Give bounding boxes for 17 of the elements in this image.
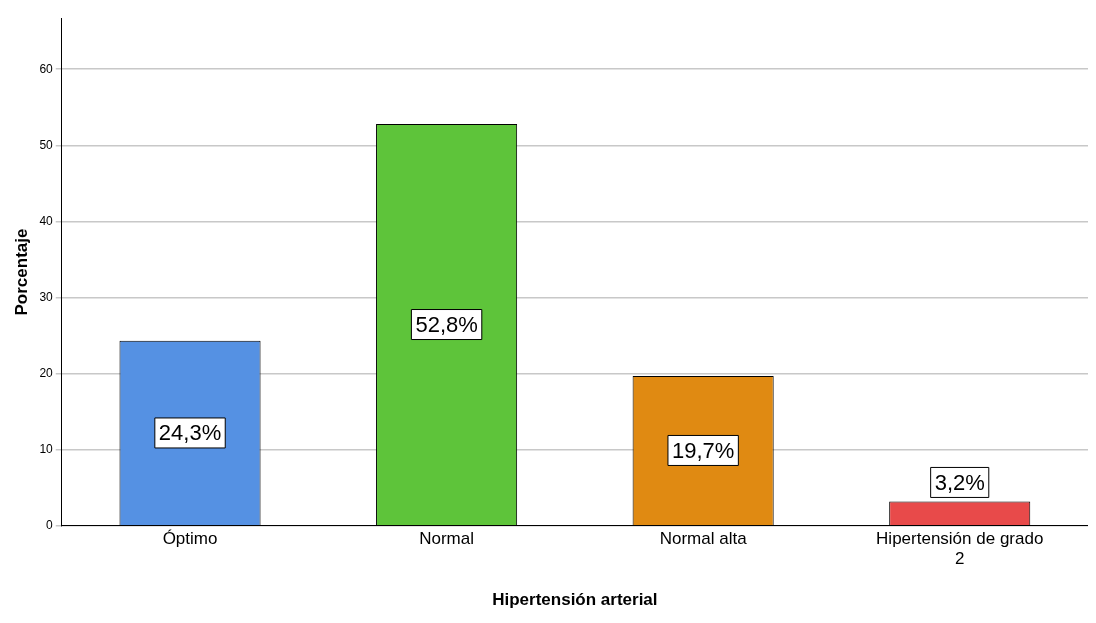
y-tick-label: 50 bbox=[39, 137, 54, 152]
data-label: 3,2% bbox=[934, 469, 985, 495]
y-tick-label: 0 bbox=[46, 518, 54, 533]
x-tick-label: Normal alta bbox=[659, 528, 748, 548]
y-tick-label: 20 bbox=[39, 365, 54, 380]
x-tick-label: Hipertensión de grado 2 bbox=[876, 528, 1044, 569]
data-label: 19,7% bbox=[671, 437, 735, 463]
y-tick-label: 30 bbox=[39, 289, 54, 304]
y-tick-label: 60 bbox=[39, 61, 54, 76]
x-tick-label: Óptimo bbox=[162, 528, 218, 548]
y-tick-label: 40 bbox=[39, 213, 54, 228]
y-tick-label: 10 bbox=[39, 442, 54, 457]
x-axis-title: Hipertensión arterial bbox=[492, 590, 658, 610]
data-label: 24,3% bbox=[158, 420, 222, 446]
y-axis-title: Porcentaje bbox=[11, 228, 31, 316]
data-label: 52,8% bbox=[415, 311, 478, 337]
x-tick-label: Normal bbox=[419, 528, 474, 548]
